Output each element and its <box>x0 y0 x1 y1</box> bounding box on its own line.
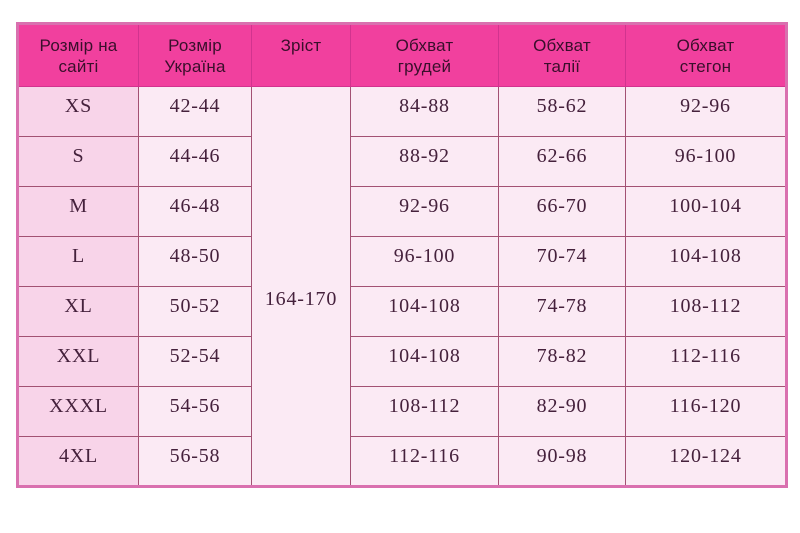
cell-waist: 78-82 <box>498 336 626 387</box>
cell-chest: 108-112 <box>350 386 499 437</box>
cell-site-size: XXXL <box>17 386 139 437</box>
header-waist: Обхват талії <box>498 23 626 87</box>
header-ukraine-size-label: Розмір Україна <box>164 36 226 76</box>
cell-hips: 108-112 <box>625 286 787 337</box>
cell-hips: 112-116 <box>625 336 787 387</box>
cell-ua-size: 48-50 <box>138 236 252 287</box>
cell-chest: 96-100 <box>350 236 499 287</box>
cell-hips: 100-104 <box>625 186 787 237</box>
cell-waist: 62-66 <box>498 136 626 187</box>
table-row-l: L 48-50 96-100 70-74 104-108 <box>17 236 787 287</box>
cell-site-size: M <box>17 186 139 237</box>
table-row-xl: XL 50-52 104-108 74-78 108-112 <box>17 286 787 337</box>
cell-waist: 66-70 <box>498 186 626 237</box>
table-row-xxl: XXL 52-54 104-108 78-82 112-116 <box>17 336 787 387</box>
cell-hips: 96-100 <box>625 136 787 187</box>
cell-hips: 92-96 <box>625 86 787 137</box>
cell-waist: 82-90 <box>498 386 626 437</box>
size-chart-table: Розмір на сайті Розмір Україна Зріст Обх… <box>16 22 788 488</box>
header-row: Розмір на сайті Розмір Україна Зріст Обх… <box>17 23 787 87</box>
header-site-size-label: Розмір на сайті <box>39 36 118 76</box>
cell-hips: 116-120 <box>625 386 787 437</box>
table-row-s: S 44-46 88-92 62-66 96-100 <box>17 136 787 187</box>
header-hips: Обхват стегон <box>625 23 787 87</box>
cell-site-size: XL <box>17 286 139 337</box>
cell-site-size: 4XL <box>17 436 139 487</box>
cell-waist: 74-78 <box>498 286 626 337</box>
header-chest: Обхват грудей <box>350 23 499 87</box>
cell-site-size: XXL <box>17 336 139 387</box>
header-hips-label: Обхват стегон <box>676 36 735 76</box>
table-row-4xl: 4XL 56-58 112-116 90-98 120-124 <box>17 436 787 487</box>
table-row-xxxl: XXXL 54-56 108-112 82-90 116-120 <box>17 386 787 437</box>
header-site-size: Розмір на сайті <box>17 23 139 87</box>
header-height: Зріст <box>251 23 351 87</box>
cell-waist: 58-62 <box>498 86 626 137</box>
cell-chest: 104-108 <box>350 336 499 387</box>
cell-chest: 112-116 <box>350 436 499 487</box>
cell-chest: 104-108 <box>350 286 499 337</box>
cell-chest: 88-92 <box>350 136 499 187</box>
header-height-label: Зріст <box>280 36 322 55</box>
cell-waist: 90-98 <box>498 436 626 487</box>
table-row-m: M 46-48 92-96 66-70 100-104 <box>17 186 787 237</box>
header-ukraine-size: Розмір Україна <box>138 23 252 87</box>
cell-ua-size: 54-56 <box>138 386 252 437</box>
cell-hips: 104-108 <box>625 236 787 287</box>
header-waist-label: Обхват талії <box>533 36 591 76</box>
header-chest-label: Обхват грудей <box>395 36 454 76</box>
cell-hips: 120-124 <box>625 436 787 487</box>
cell-ua-size: 50-52 <box>138 286 252 337</box>
table-row-xs: XS 42-44 164-170 84-88 58-62 92-96 <box>17 86 787 487</box>
cell-ua-size: 52-54 <box>138 336 252 387</box>
cell-chest: 92-96 <box>350 186 499 237</box>
cell-chest: 84-88 <box>350 86 499 137</box>
cell-ua-size: 56-58 <box>138 436 252 487</box>
cell-ua-size: 44-46 <box>138 136 252 187</box>
cell-waist: 70-74 <box>498 236 626 287</box>
cell-site-size: L <box>17 236 139 287</box>
cell-site-size: S <box>17 136 139 187</box>
cell-height-merged: 164-170 <box>251 86 351 487</box>
cell-ua-size: 42-44 <box>138 86 252 137</box>
cell-site-size: XS <box>17 86 139 137</box>
cell-ua-size: 46-48 <box>138 186 252 237</box>
